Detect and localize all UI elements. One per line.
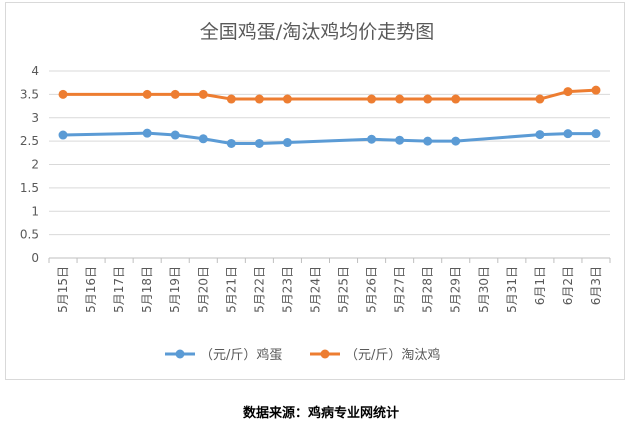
- data-point: [367, 94, 377, 104]
- x-tick-label: 5月18日: [140, 266, 154, 313]
- data-point: [142, 89, 152, 99]
- data-point: [58, 89, 68, 99]
- x-tick-label: 5月22日: [252, 266, 266, 313]
- series-lines: [58, 85, 601, 148]
- x-tick-label: 5月31日: [505, 266, 519, 313]
- data-point: [535, 94, 545, 104]
- legend-swatch-marker: [175, 349, 185, 359]
- source-caption: 数据来源：鸡病专业网统计: [242, 406, 399, 421]
- chart-title: 全国鸡蛋/淘汰鸡均价走势图: [200, 21, 434, 43]
- data-point: [282, 138, 292, 148]
- x-tick-label: 5月17日: [112, 266, 126, 313]
- x-tick-label: 6月1日: [533, 266, 547, 305]
- x-tick-label: 5月20日: [196, 266, 210, 313]
- legend-label: （元/斤）鸡蛋: [200, 347, 282, 363]
- x-tick-label: 5月29日: [449, 266, 463, 313]
- data-point: [395, 94, 405, 104]
- data-point: [535, 130, 545, 140]
- x-tick-label: 5月16日: [84, 266, 98, 313]
- data-point: [254, 94, 264, 104]
- data-point: [451, 94, 461, 104]
- y-tick-label: 1: [31, 204, 39, 218]
- x-tick-label: 6月2日: [561, 266, 575, 305]
- x-tick-label: 5月15日: [56, 266, 70, 313]
- y-tick-label: 2.5: [20, 134, 39, 148]
- x-tick-label: 6月3日: [589, 266, 603, 305]
- y-tick-label: 0.5: [20, 228, 39, 242]
- x-tick-label: 5月27日: [393, 266, 407, 313]
- x-tick-label: 5月24日: [308, 266, 322, 313]
- data-point: [170, 89, 180, 99]
- data-point: [254, 138, 264, 148]
- x-tick-label: 5月26日: [365, 266, 379, 313]
- data-point: [451, 136, 461, 146]
- x-tick-label: 5月28日: [421, 266, 435, 313]
- data-point: [395, 135, 405, 145]
- series-line-1: [63, 88, 597, 101]
- y-tick-label: 2: [31, 158, 39, 172]
- data-point: [563, 87, 573, 97]
- legend-swatch-marker: [320, 349, 330, 359]
- data-point: [142, 128, 152, 138]
- y-tick-label: 3.5: [20, 87, 39, 101]
- legend-label: （元/斤）淘汰鸡: [345, 347, 440, 363]
- x-tick-label: 5月23日: [280, 266, 294, 313]
- data-point: [423, 136, 433, 146]
- data-point: [58, 130, 68, 140]
- y-axis-ticks: 0 0.5 1 1.5 2 2.5 3 3.5 4: [20, 64, 39, 265]
- y-tick-label: 0: [31, 251, 39, 265]
- data-point: [226, 138, 236, 148]
- data-point: [198, 134, 208, 144]
- x-tick-label: 5月30日: [477, 266, 491, 313]
- legend: （元/斤）鸡蛋 （元/斤）淘汰鸡: [165, 347, 440, 363]
- data-point: [170, 130, 180, 140]
- data-point: [367, 134, 377, 144]
- x-tick-label: 5月21日: [224, 266, 238, 313]
- data-point: [198, 89, 208, 99]
- x-tick-label: 5月19日: [168, 266, 182, 313]
- x-axis-ticks: 5月15日 5月16日 5月17日 5月18日 5月19日 5月20日 5月21日 5月22日…: [48, 258, 611, 313]
- data-point: [226, 94, 236, 104]
- series-line-0: [62, 131, 596, 145]
- data-point: [423, 94, 433, 104]
- x-tick-label: 5月25日: [337, 266, 351, 313]
- data-point: [563, 129, 573, 139]
- y-tick-label: 4: [31, 64, 39, 78]
- data-point: [282, 94, 292, 104]
- y-tick-label: 1.5: [20, 181, 39, 195]
- chart-frame: [5, 2, 625, 380]
- data-point: [591, 85, 601, 95]
- y-tick-label: 3: [31, 111, 39, 125]
- data-point: [591, 129, 601, 139]
